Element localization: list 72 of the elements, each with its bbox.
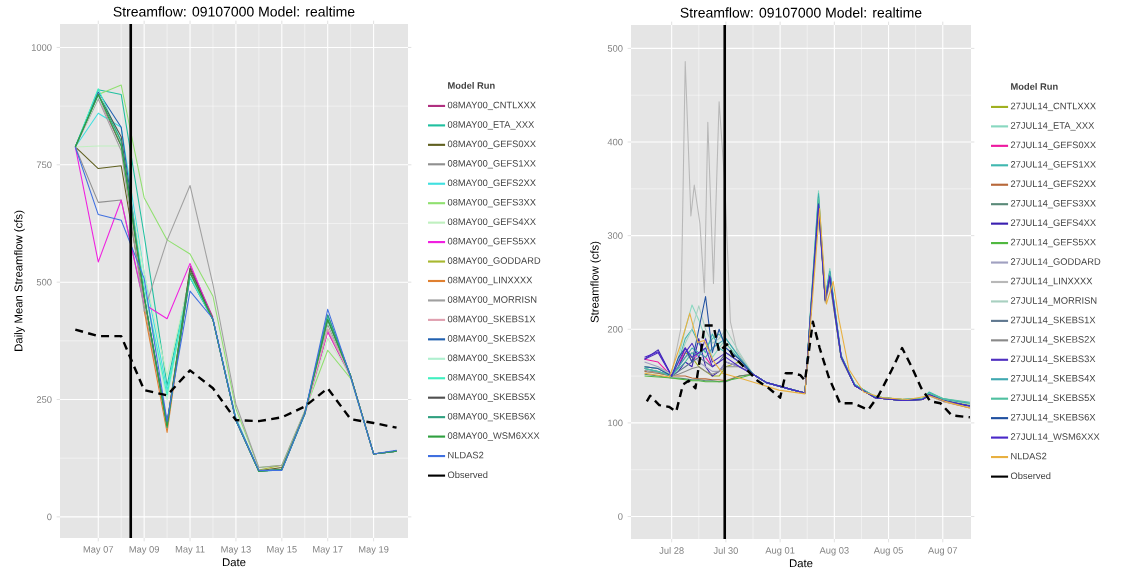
legend-label: 27JUL14_LINXXXX (1010, 277, 1093, 287)
x-tick-label: Aug 07 (928, 547, 958, 556)
legend-label: 27JUL14_SKEBS3X (1010, 355, 1096, 364)
y-tick-label: 500 (607, 45, 623, 52)
y-tick-label: 1000 (31, 44, 52, 51)
legend-label: 27JUL14_SKEBS5X (1010, 394, 1096, 403)
legend-label: 27JUL14_SKEBS1X (1010, 316, 1096, 326)
legend-label: 27JUL14_SKEBS2X (1010, 336, 1096, 345)
legend-label: 08MAY00_SKEBS1X (447, 315, 536, 325)
legend-label: 27JUL14_SKEBS4X (1010, 375, 1096, 384)
chart-title: Streamflow: 09107000 Model: realtime (680, 7, 922, 18)
legend-label: 27JUL14_GEFS2XX (1010, 180, 1096, 189)
legend-label: 08MAY00_LINXXXX (447, 276, 533, 286)
x-tick-label: May 11 (175, 546, 205, 555)
legend-label: NLDAS2 (1011, 452, 1047, 460)
x-tick-label: May 15 (267, 546, 297, 555)
legend-title: Model Run (448, 82, 495, 89)
x-tick-label: Aug 05 (873, 547, 903, 556)
x-tick-label: Jul 30 (713, 547, 738, 554)
y-axis-title: Streamflow (cfs) (590, 241, 601, 323)
legend-label: 08MAY00_CNTLXXX (447, 101, 536, 111)
legend-label: 08MAY00_MORRISN (447, 296, 537, 305)
legend-label: 27JUL14_CNTLXXX (1010, 102, 1096, 112)
legend-label: 27JUL14_GODDARD (1010, 258, 1101, 267)
legend-label: 08MAY00_WSM6XXX (447, 432, 540, 441)
x-tick-label: May 07 (83, 546, 114, 555)
legend-label: 27JUL14_WSM6XXX (1010, 433, 1100, 442)
x-tick-label: May 17 (313, 546, 343, 555)
legend-label: 08MAY00_GEFS5XX (447, 237, 536, 247)
y-tick-label: 0 (618, 513, 623, 520)
y-tick-label: 400 (607, 138, 623, 146)
legend-label: 27JUL14_ETA_XXX (1010, 122, 1095, 131)
chart-title: Streamflow: 09107000 Model: realtime (113, 6, 355, 17)
x-tick-label: Jul 28 (659, 547, 684, 554)
y-tick-label: 0 (47, 513, 52, 521)
legend-label: 27JUL14_GEFS3XX (1010, 199, 1096, 209)
legend-label: 27JUL14_GEFS4XX (1010, 219, 1096, 228)
legend-label: 08MAY00_GODDARD (447, 257, 541, 266)
x-axis-title: Date (222, 558, 246, 567)
y-tick-label: 250 (36, 396, 52, 403)
legend-label: Observed (447, 471, 488, 479)
legend-label: 27JUL14_MORRISN (1010, 297, 1097, 306)
legend-label: 27JUL14_GEFS1XX (1010, 161, 1096, 170)
legend-label: 08MAY00_GEFS2XX (447, 179, 536, 188)
x-axis-title: Date (789, 559, 813, 568)
legend-label: 08MAY00_GEFS4XX (447, 218, 536, 227)
y-axis-title: Daily Mean Streamflow (cfs) (14, 210, 25, 351)
legend-label: 08MAY00_SKEBS3X (447, 354, 536, 363)
legend-label: Observed (1010, 472, 1051, 480)
legend-label: 08MAY00_ETA_XXX (447, 121, 535, 130)
legend-label: 08MAY00_SKEBS6X (447, 412, 536, 422)
legend-label: 08MAY00_GEFS0XX (447, 140, 536, 149)
y-tick-label: 300 (607, 232, 623, 239)
legend-label: 08MAY00_SKEBS5X (447, 393, 536, 402)
legend-label: 08MAY00_SKEBS4X (447, 373, 536, 383)
x-tick-label: Aug 03 (819, 547, 849, 556)
legend-label: 08MAY00_SKEBS2X (447, 335, 536, 344)
legend-title: Model Run (1011, 83, 1058, 90)
x-tick-label: May 13 (221, 546, 251, 555)
y-tick-label: 100 (608, 419, 623, 427)
x-tick-label: May 19 (359, 546, 389, 555)
legend-label: 27JUL14_GEFS0XX (1010, 141, 1096, 150)
x-tick-label: May 09 (129, 546, 159, 555)
y-tick-label: 750 (36, 161, 52, 169)
legend-label: NLDAS2 (448, 451, 484, 459)
x-tick-label: Aug 01 (765, 547, 795, 556)
legend-label: 27JUL14_SKEBS6X (1010, 413, 1096, 423)
y-tick-label: 500 (36, 278, 52, 286)
y-tick-label: 200 (607, 325, 623, 333)
legend-label: 27JUL14_GEFS5XX (1010, 238, 1096, 248)
legend-label: 08MAY00_GEFS1XX (447, 160, 536, 169)
legend-label: 08MAY00_GEFS3XX (447, 198, 536, 208)
